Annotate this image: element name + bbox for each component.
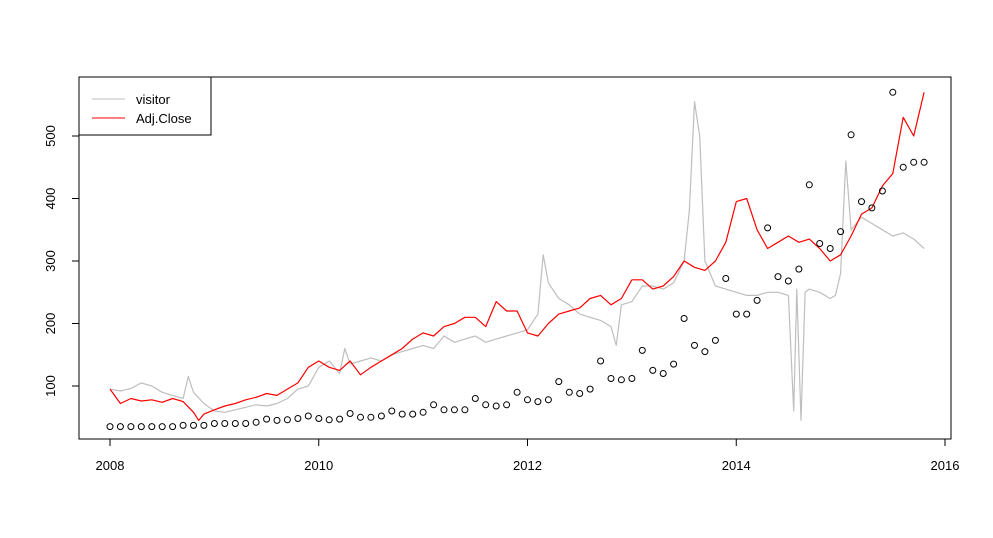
data-point	[430, 401, 438, 409]
data-point	[920, 158, 928, 166]
legend-box	[78, 76, 212, 136]
data-point	[273, 416, 281, 424]
data-point	[576, 390, 584, 397]
data-point	[210, 420, 218, 427]
data-point	[899, 163, 907, 171]
data-point	[816, 240, 824, 247]
data-point	[263, 415, 271, 423]
data-point	[304, 412, 312, 420]
data-point	[283, 416, 291, 424]
data-point	[649, 366, 657, 374]
data-point	[242, 420, 250, 427]
data-point	[179, 421, 187, 429]
data-point	[795, 265, 803, 273]
data-point	[597, 357, 605, 365]
data-point	[200, 421, 208, 429]
data-point	[315, 415, 323, 422]
data-point	[357, 413, 364, 421]
data-point	[659, 370, 667, 377]
data-point	[722, 275, 730, 282]
data-point	[868, 204, 876, 212]
data-point	[231, 420, 239, 427]
data-point	[670, 360, 678, 368]
data-point	[440, 406, 448, 414]
data-point	[190, 421, 197, 429]
data-point	[534, 398, 542, 406]
data-point	[377, 412, 385, 420]
data-point	[555, 378, 563, 386]
data-point	[753, 296, 761, 304]
data-point	[513, 388, 521, 396]
data-point	[492, 402, 500, 410]
data-point	[617, 376, 625, 384]
data-point	[294, 415, 302, 422]
x-tick-label: 2010	[304, 458, 333, 473]
data-point	[388, 407, 396, 415]
data-point	[586, 385, 594, 393]
data-point	[701, 348, 709, 356]
data-point	[503, 401, 511, 409]
data-point	[764, 224, 772, 232]
data-point	[858, 198, 865, 206]
data-point	[461, 406, 469, 414]
x-tick-label: 2008	[96, 458, 125, 473]
data-point	[471, 395, 479, 402]
data-point	[252, 418, 260, 426]
data-point	[450, 406, 458, 414]
data-point	[524, 396, 531, 404]
y-tick-label: 200	[43, 313, 58, 335]
legend-label-visitor: visitor	[136, 92, 171, 107]
data-point	[544, 396, 552, 404]
series-layer	[106, 88, 928, 431]
data-point	[127, 423, 135, 431]
data-point	[482, 401, 490, 409]
data-point	[743, 310, 751, 318]
data-point	[774, 273, 782, 281]
data-point	[106, 423, 114, 431]
data-point	[910, 158, 918, 166]
series-line-adj-close	[109, 92, 925, 421]
data-point	[148, 423, 156, 431]
data-point	[638, 346, 646, 354]
data-point	[691, 341, 698, 349]
data-point	[826, 245, 834, 252]
legend: visitor Adj.Close	[78, 76, 212, 136]
data-point	[680, 315, 688, 322]
data-point	[711, 336, 719, 344]
data-point	[346, 410, 354, 417]
data-point	[628, 375, 636, 382]
y-tick-label: 100	[43, 375, 58, 397]
data-point	[784, 277, 792, 285]
axes-layer: 2008 2010 2012 2014 2016 100 200 300 400 500	[43, 125, 959, 473]
y-tick-label: 500	[43, 125, 58, 147]
data-point	[336, 415, 344, 423]
data-point	[325, 416, 333, 424]
data-point	[805, 181, 813, 189]
legend-label-adj-close: Adj.Close	[136, 111, 192, 126]
series-line-visitor	[109, 100, 925, 421]
x-tick-label: 2014	[722, 458, 751, 473]
data-point	[169, 423, 177, 431]
y-tick-label: 300	[43, 250, 58, 272]
x-tick-label: 2016	[931, 458, 960, 473]
data-point	[221, 420, 229, 427]
data-point	[137, 423, 145, 431]
data-point	[837, 228, 845, 236]
data-point	[565, 388, 573, 396]
data-point	[607, 375, 615, 382]
x-tick-label: 2012	[513, 458, 542, 473]
data-point	[732, 310, 740, 318]
data-point	[398, 410, 406, 418]
data-point	[367, 413, 375, 421]
y-tick-label: 400	[43, 188, 58, 210]
data-point	[847, 131, 855, 139]
data-point	[419, 408, 427, 416]
data-point	[158, 423, 166, 431]
data-point	[409, 410, 417, 418]
data-point	[116, 423, 124, 431]
data-point	[878, 187, 886, 195]
data-point	[889, 88, 897, 96]
